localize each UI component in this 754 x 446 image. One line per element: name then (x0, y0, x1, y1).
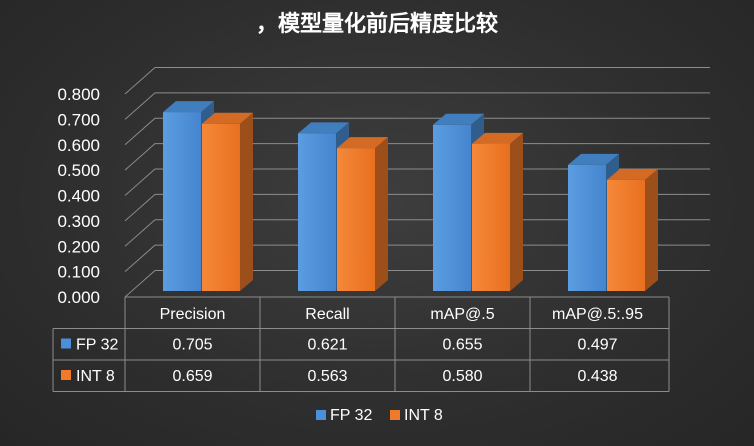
y-tick-label: 0.500 (57, 161, 100, 180)
bar-top-face (433, 113, 484, 125)
legend-label: INT 8 (404, 407, 443, 424)
data-label: 0.659 (172, 368, 212, 385)
table-legend-key (61, 370, 71, 380)
y-tick-label: 0.100 (57, 263, 100, 282)
bar-top-face (607, 168, 658, 180)
x-tick-label: mAP@.5:.95 (552, 306, 643, 323)
gridline (124, 67, 710, 95)
x-tick-label: Recall (305, 306, 349, 323)
legend-key (390, 410, 400, 420)
data-table: Precision Recall mAP@.5 mAP@.5:.95 FP 32 0.70… (52, 296, 670, 392)
bar-top-face (472, 132, 523, 144)
y-tick-label: 0.000 (57, 288, 100, 307)
bar-top-face (337, 137, 388, 149)
data-label: 0.438 (577, 368, 617, 385)
gridline (124, 244, 710, 272)
data-label: 0.655 (442, 337, 482, 354)
bar-side-face (240, 112, 253, 291)
y-tick-label: 0.700 (57, 110, 100, 129)
data-label: 0.497 (577, 337, 617, 354)
x-tick-label: Precision (160, 306, 226, 323)
bar-front-face (607, 179, 645, 291)
gridline (124, 143, 710, 171)
legend-label: FP 32 (330, 407, 373, 424)
legend: FP 32 INT 8 (316, 407, 443, 424)
data-label: 0.563 (307, 368, 347, 385)
bar-top-face (568, 153, 619, 165)
y-tick-label: 0.200 (57, 237, 100, 256)
bar-front-face (433, 124, 471, 291)
table-legend-key (61, 338, 71, 349)
y-tick-label: 0.400 (57, 187, 100, 206)
bar-front-face (337, 148, 375, 291)
gridline (124, 270, 710, 298)
table-series-label: FP 32 (76, 337, 119, 354)
gridline (124, 168, 710, 196)
gridline (124, 193, 710, 222)
bar-int8-map-5 (472, 132, 523, 291)
x-tick-label: mAP@.5 (430, 306, 494, 323)
gridline (124, 219, 710, 247)
bar-side-face (510, 132, 523, 291)
bar-front-face (568, 164, 606, 291)
bar-top-face (202, 112, 253, 124)
bar-front-face (472, 143, 510, 291)
table-series-label: INT 8 (76, 368, 115, 385)
y-tick-label: 0.600 (57, 136, 100, 155)
bar-side-face (645, 168, 658, 291)
bar-front-face (163, 112, 201, 291)
chart-title: ，模型量化前后精度比较 (256, 11, 498, 37)
bar-front-face (202, 123, 240, 291)
bar-top-face (163, 101, 214, 113)
bar-int8-precision (202, 112, 253, 291)
bar-top-face (298, 122, 349, 134)
bars (163, 101, 658, 291)
y-axis-ticks: 0.000 0.100 0.200 0.300 0.400 0.500 0.600 0.700… (57, 85, 100, 307)
gridline (124, 92, 710, 120)
y-tick-label: 0.300 (57, 212, 100, 231)
data-label: 0.580 (442, 368, 482, 385)
data-label: 0.705 (172, 337, 212, 354)
legend-key (316, 410, 326, 420)
bar-front-face (298, 133, 336, 291)
bar-side-face (375, 137, 388, 291)
gridline (124, 117, 710, 146)
bar-int8-map-5-95 (607, 168, 658, 291)
y-tick-label: 0.800 (57, 85, 100, 104)
data-label: 0.621 (307, 337, 347, 354)
bar-int8-recall (337, 137, 388, 291)
gridlines (124, 67, 710, 298)
